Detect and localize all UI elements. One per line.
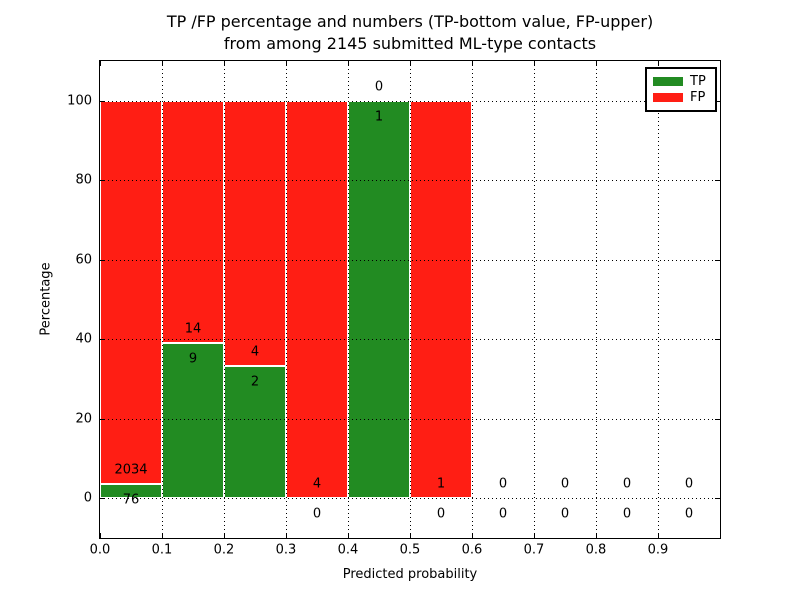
x-tickmark [224,533,225,538]
x-tickmark-top [100,61,101,66]
tp-legend-label: TP [690,73,706,89]
x-tickmark-top [348,61,349,66]
y-tickmark [100,100,105,102]
bar-tp-segment [100,483,162,499]
fp-count-label: 0 [560,476,570,492]
tp-swatch-icon [653,76,683,86]
x-tickmark [348,533,349,538]
x-tickmark [534,533,535,538]
x-tick-label: 0.3 [275,542,297,558]
tp-count-label: 2 [250,374,260,390]
x-tickmark [596,533,597,538]
y-tickmark [100,339,105,341]
x-tickmark-top [162,61,163,66]
x-tick-label: 0.8 [585,542,607,558]
bar-tp-segment [348,100,410,499]
fp-count-label: 4 [250,344,260,360]
y-tick-label: 60 [75,252,92,268]
x-tick-label: 0.1 [151,542,173,558]
bar-fp-segment [286,100,348,499]
y-tickmark-right [715,339,720,341]
x-tick-label: 0.7 [523,542,545,558]
fp-count-label: 0 [374,79,384,95]
y-tickmark [100,498,105,500]
tp-count-label: 0 [498,506,508,522]
bar-tp-segment [224,365,286,499]
fp-swatch-icon [653,93,683,103]
x-tickmark [472,533,473,538]
tp-count-label: 0 [684,506,694,522]
legend: TP FP [645,67,717,112]
x-tickmark-top [286,61,287,66]
bar-tp-segment [162,342,224,499]
fp-count-label: 0 [684,476,694,492]
x-tickmark-top [534,61,535,66]
tp-count-label: 0 [436,506,446,522]
y-tick-label: 100 [67,93,92,109]
x-tick-label: 0.6 [461,542,483,558]
x-tick-label: 0.4 [337,542,359,558]
tp-count-label: 9 [188,351,198,367]
x-tickmark-top [472,61,473,66]
tp-count-label: 0 [312,506,322,522]
x-tickmark [162,533,163,538]
tp-count-label: 1 [374,109,384,125]
y-tickmark-right [715,180,720,182]
x-tick-label: 0.0 [89,542,111,558]
x-tickmark-top [224,61,225,66]
y-tick-label: 40 [75,331,92,347]
tp-count-label: 0 [560,506,570,522]
fp-count-label: 4 [312,476,322,492]
chart-title: TP /FP percentage and numbers (TP-bottom… [100,11,720,55]
y-tickmark [100,418,105,420]
x-tick-label: 0.9 [647,542,669,558]
fp-count-label: 0 [498,476,508,492]
y-tick-label: 20 [75,411,92,427]
y-tickmark-right [715,498,720,500]
tp-count-label: 0 [622,506,632,522]
x-tickmark [100,533,101,538]
fp-count-label: 2034 [114,462,148,478]
fp-count-label: 14 [184,321,202,337]
x-tickmark [658,533,659,538]
x-tickmark-top [596,61,597,66]
chart-title-line1: TP /FP percentage and numbers (TP-bottom… [166,12,654,31]
x-tickmark-top [410,61,411,66]
y-tick-label: 80 [75,172,92,188]
x-tickmark [286,533,287,538]
y-tickmark-right [715,259,720,261]
y-tick-label: 0 [83,490,92,506]
bar-fp-segment [100,100,162,484]
x-tick-label: 0.5 [399,542,421,558]
y-tickmark [100,259,105,261]
bar-fp-segment [162,100,224,343]
fp-count-label: 1 [436,476,446,492]
fp-legend-label: FP [690,90,706,106]
fp-count-label: 0 [622,476,632,492]
x-tick-label: 0.2 [213,542,235,558]
x-tickmark-top [658,61,659,66]
y-tickmark-right [715,418,720,420]
y-axis-label: Percentage [38,262,54,336]
bar-fp-segment [224,100,286,366]
legend-entry-fp: FP [653,91,709,104]
x-axis-label: Predicted probability [342,567,478,582]
y-tickmark [100,180,105,182]
x-tickmark [410,533,411,538]
legend-entry-tp: TP [653,75,709,88]
bar-fp-segment [410,100,472,499]
chart-title-line2: from among 2145 submitted ML-type contac… [223,34,597,53]
tp-count-label: 76 [122,492,140,508]
